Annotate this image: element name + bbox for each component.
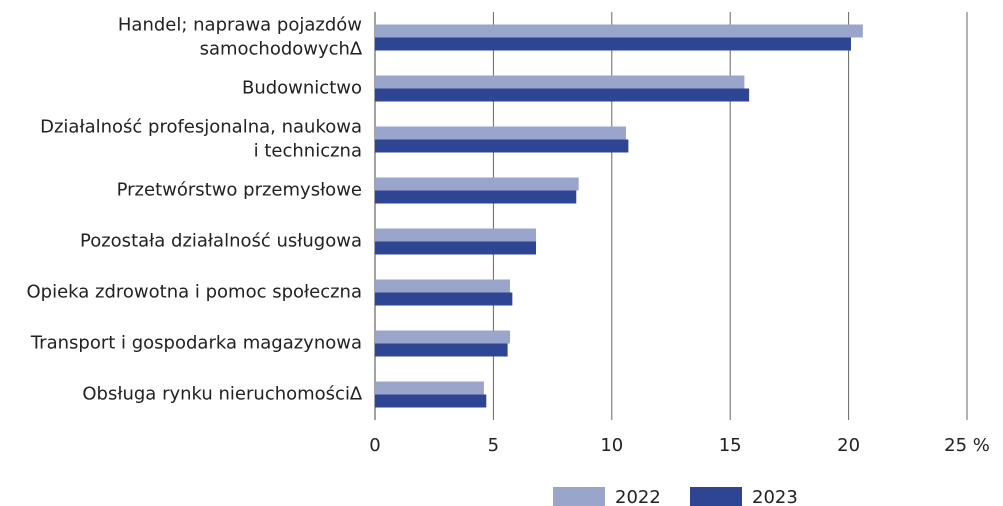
bar [375, 24, 863, 38]
category-label: Przetwórstwo przemysłowe [117, 180, 362, 201]
bar [375, 330, 510, 344]
bar [375, 343, 508, 357]
legend-label: 2022 [615, 487, 661, 506]
category-label: Budownictwo [242, 78, 362, 99]
bar [375, 75, 745, 89]
x-tick-label: 20 [837, 435, 860, 456]
x-tick-label: 10 [600, 435, 623, 456]
bar [375, 190, 577, 204]
bar [375, 126, 627, 140]
x-tick-label: 15 [719, 435, 742, 456]
legend-label: 2023 [752, 487, 798, 506]
bar [375, 177, 579, 191]
x-tick-label: 0 [369, 435, 380, 456]
bar [375, 292, 513, 306]
category-label: Obsługa rynku nieruchomości∆ [82, 384, 363, 405]
x-tick-label: 25 % [944, 435, 990, 456]
bar [375, 241, 537, 255]
legend-swatch [690, 487, 742, 506]
bar [375, 381, 484, 395]
category-label: Działalność profesjonalna, naukowa i tech… [40, 117, 362, 162]
legend-swatch [553, 487, 605, 506]
bar [375, 279, 510, 293]
category-label: Pozostała działalność usługowa [80, 231, 362, 252]
category-label: Handel; naprawa pojazdów samochodowych∆ [118, 15, 363, 60]
category-label: Opieka zdrowotna i pomoc społeczna [27, 282, 363, 303]
bar [375, 394, 487, 408]
bar [375, 88, 750, 102]
bar [375, 228, 537, 242]
bar [375, 37, 851, 51]
category-label: Transport i gospodarka magazynowa [30, 333, 362, 354]
x-tick-label: 5 [488, 435, 499, 456]
bar [375, 139, 629, 153]
